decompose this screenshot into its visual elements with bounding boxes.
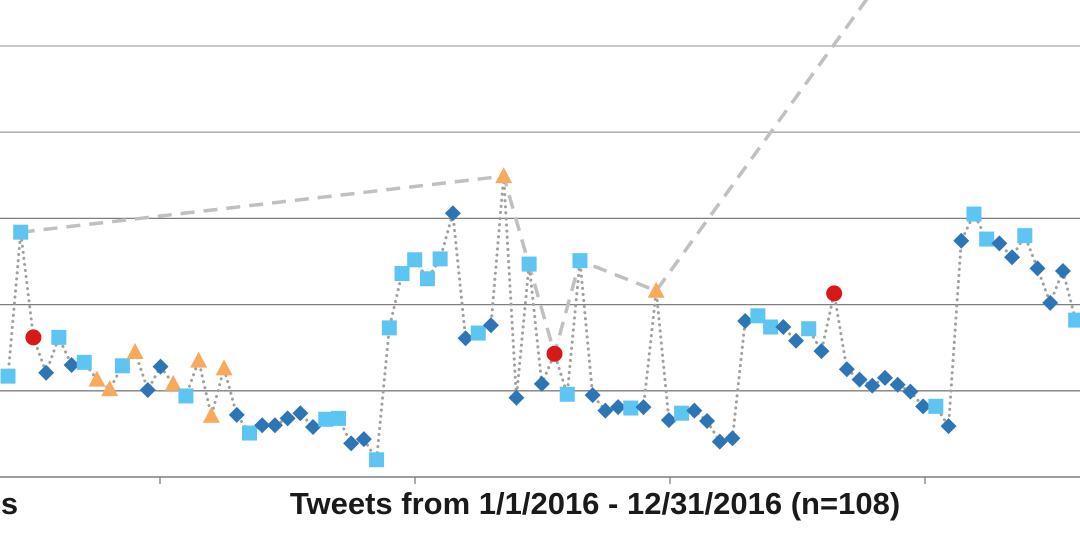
data-point-diamond <box>940 418 957 435</box>
data-point-square <box>966 206 982 222</box>
data-point-square <box>521 256 537 272</box>
data-point-circle <box>25 329 42 346</box>
data-point-square <box>318 411 334 427</box>
data-point-square <box>13 224 29 240</box>
data-point-square <box>381 320 397 336</box>
data-point-diamond <box>343 435 360 452</box>
data-point-triangle <box>164 374 182 391</box>
data-point-square <box>763 319 779 335</box>
data-point-square <box>979 231 995 247</box>
data-point-diamond <box>775 319 792 336</box>
data-point-diamond <box>1042 294 1059 311</box>
data-point-diamond <box>610 399 627 416</box>
data-point-diamond <box>292 405 309 422</box>
data-point-square <box>419 271 435 287</box>
x-axis-label: Tweets from 1/1/2016 - 12/31/2016 (n=108… <box>289 486 901 521</box>
data-point-diamond <box>876 369 893 386</box>
data-point-square <box>928 398 944 414</box>
data-point-square <box>241 425 257 441</box>
data-point-diamond <box>635 399 652 416</box>
data-point-diamond <box>597 402 614 419</box>
data-point-diamond <box>228 406 245 423</box>
data-point-diamond <box>533 375 550 392</box>
x-axis-label-fragment: ns <box>0 486 19 521</box>
data-point-diamond <box>889 376 906 393</box>
data-point-square <box>750 308 766 324</box>
data-point-diamond <box>1004 249 1021 266</box>
data-point-diamond <box>991 235 1008 252</box>
data-point-diamond <box>838 361 855 378</box>
data-point-triangle <box>88 370 106 387</box>
data-point-diamond <box>355 431 372 448</box>
data-point-square <box>623 400 639 416</box>
data-point-diamond <box>724 430 741 447</box>
data-point-triangle <box>190 351 208 368</box>
data-point-diamond <box>660 412 677 429</box>
data-point-square <box>407 252 423 268</box>
data-point-diamond <box>482 317 499 334</box>
data-point-square <box>674 405 690 421</box>
data-point-square <box>178 388 194 404</box>
data-point-diamond <box>584 387 601 404</box>
data-point-diamond <box>864 377 881 394</box>
data-point-square <box>1017 228 1033 244</box>
data-point-diamond <box>737 312 754 329</box>
data-point-square <box>559 386 575 402</box>
data-point-diamond <box>38 364 55 381</box>
trend-line <box>20 0 869 361</box>
data-point-diamond <box>686 402 703 419</box>
data-point-circle <box>546 345 563 362</box>
data-point-diamond <box>699 412 716 429</box>
data-point-diamond <box>851 371 868 388</box>
data-point-square <box>470 325 486 341</box>
data-point-square <box>51 329 67 345</box>
data-point-diamond <box>457 330 474 347</box>
data-point-triangle <box>101 380 119 397</box>
data-point-diamond <box>953 232 970 249</box>
data-point-square <box>432 251 448 267</box>
data-point-diamond <box>813 343 830 360</box>
data-point-diamond <box>139 381 156 398</box>
data-point-triangle <box>647 281 665 298</box>
data-point-diamond <box>915 398 932 415</box>
data-point-diamond <box>63 356 80 373</box>
data-point-triangle <box>126 343 144 360</box>
data-point-diamond <box>711 433 728 450</box>
data-point-diamond <box>508 389 525 406</box>
data-point-diamond <box>902 383 919 400</box>
data-point-square <box>114 358 130 374</box>
data-point-diamond <box>305 419 322 436</box>
data-point-diamond <box>788 332 805 349</box>
data-point-circle <box>826 285 843 302</box>
data-point-square <box>1068 312 1080 328</box>
data-point-triangle <box>202 406 220 423</box>
data-point-square <box>369 452 385 468</box>
data-point-diamond <box>279 410 296 427</box>
data-point-square <box>801 321 817 337</box>
data-point-diamond <box>444 205 461 222</box>
data-point-square <box>330 410 346 426</box>
data-point-diamond <box>266 417 283 434</box>
data-point-diamond <box>1054 262 1071 279</box>
data-point-triangle <box>215 359 233 376</box>
data-point-square <box>572 253 588 269</box>
data-point-diamond <box>254 417 271 434</box>
data-point-square <box>0 368 16 384</box>
data-point-diamond <box>1029 260 1046 277</box>
data-point-diamond <box>152 358 169 375</box>
data-point-square <box>394 266 410 282</box>
data-point-triangle <box>495 167 513 184</box>
data-point-square <box>76 354 92 370</box>
